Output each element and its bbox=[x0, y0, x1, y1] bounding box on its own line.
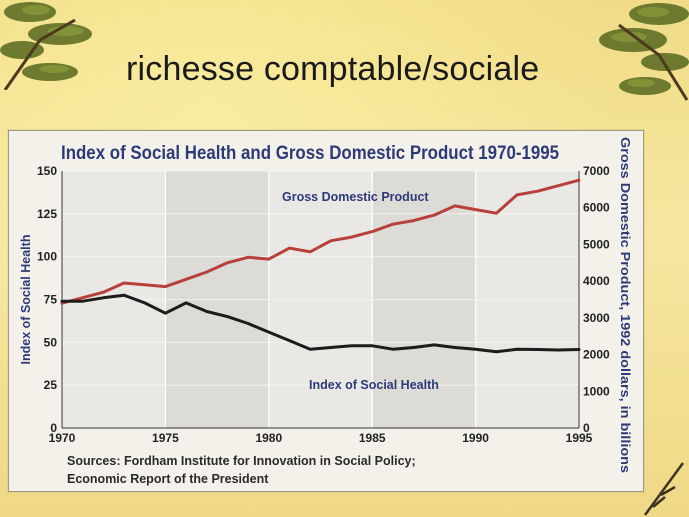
data-point bbox=[308, 250, 312, 253]
data-point bbox=[453, 204, 457, 208]
y-right-tick-label: 1000 bbox=[583, 384, 610, 398]
data-point bbox=[81, 296, 84, 299]
y-left-tick-label: 150 bbox=[37, 164, 57, 178]
data-point bbox=[267, 330, 270, 334]
data-point bbox=[164, 285, 167, 288]
data-point bbox=[350, 235, 353, 239]
data-point bbox=[122, 294, 126, 297]
data-point bbox=[577, 348, 581, 351]
data-point bbox=[577, 178, 581, 182]
x-tick-label: 1970 bbox=[49, 431, 76, 445]
x-tick-label: 1995 bbox=[566, 431, 593, 445]
data-point bbox=[184, 301, 188, 305]
chart-svg: Index of Social Health and Gross Domesti… bbox=[19, 137, 632, 486]
data-point bbox=[495, 350, 498, 353]
data-point bbox=[371, 230, 374, 233]
data-point bbox=[412, 346, 415, 349]
data-point bbox=[433, 343, 436, 347]
series-line-gdp bbox=[60, 178, 581, 305]
y-left-tick-label: 125 bbox=[37, 207, 57, 221]
data-point bbox=[474, 347, 477, 351]
y-right-tick-label: 2000 bbox=[583, 348, 610, 362]
data-point bbox=[143, 283, 146, 287]
data-point bbox=[433, 213, 436, 217]
y-left-tick-label: 100 bbox=[37, 250, 57, 264]
data-point bbox=[391, 223, 395, 226]
data-point bbox=[453, 346, 457, 349]
data-point bbox=[412, 219, 415, 222]
data-point bbox=[557, 184, 560, 187]
data-point bbox=[226, 315, 229, 318]
data-point bbox=[164, 312, 167, 315]
y-right-tick-label: 7000 bbox=[583, 164, 610, 178]
data-point bbox=[246, 256, 250, 259]
data-point bbox=[557, 348, 560, 352]
data-point bbox=[60, 300, 64, 303]
y-axis-right-label: Gross Domestic Product, 1992 dollars, in… bbox=[618, 137, 632, 473]
data-point bbox=[515, 193, 519, 197]
data-point bbox=[246, 322, 250, 325]
x-tick-label: 1975 bbox=[152, 431, 179, 445]
data-point bbox=[329, 346, 333, 349]
data-point bbox=[391, 347, 395, 351]
data-point bbox=[515, 347, 519, 351]
y-right-tick-label: 0 bbox=[583, 421, 590, 435]
slide-title: richesse comptable/sociale bbox=[126, 50, 540, 88]
data-point bbox=[81, 300, 84, 303]
x-tick-label: 1980 bbox=[255, 431, 282, 445]
data-point bbox=[474, 208, 477, 211]
data-point bbox=[329, 239, 333, 242]
data-point bbox=[102, 290, 105, 294]
x-tick-label: 1985 bbox=[359, 431, 386, 445]
data-point bbox=[184, 278, 188, 281]
pine-needles-bottom-icon bbox=[643, 462, 685, 516]
data-point bbox=[288, 246, 291, 250]
data-point bbox=[205, 270, 208, 274]
data-point bbox=[205, 310, 208, 313]
data-point bbox=[495, 212, 498, 215]
annotation-gdp: Gross Domestic Product bbox=[282, 190, 429, 204]
pine-branch-right-icon bbox=[599, 3, 689, 101]
data-point bbox=[371, 344, 374, 347]
pine-branch-left-icon bbox=[0, 2, 92, 90]
y-left-tick-label: 0 bbox=[50, 421, 57, 435]
chart-frame: Index of Social Health and Gross Domesti… bbox=[8, 130, 644, 492]
y-left-tick-label: 25 bbox=[44, 378, 58, 392]
data-point bbox=[143, 301, 146, 305]
data-point bbox=[122, 281, 126, 285]
y-axis-left-label: Index of Social Health bbox=[19, 235, 33, 365]
y-right-tick-label: 4000 bbox=[583, 274, 610, 288]
data-point bbox=[536, 348, 539, 351]
y-right-tick-label: 6000 bbox=[583, 201, 610, 215]
y-right-tick-label: 3000 bbox=[583, 311, 610, 325]
data-point bbox=[226, 261, 229, 264]
data-point bbox=[350, 344, 353, 347]
data-point bbox=[102, 296, 105, 299]
x-tick-label: 1990 bbox=[462, 431, 489, 445]
data-point bbox=[536, 189, 539, 193]
data-point bbox=[308, 347, 312, 351]
y-right-tick-label: 5000 bbox=[583, 237, 610, 251]
source-line-1: Sources: Fordham Institute for Innovatio… bbox=[67, 454, 416, 468]
series-line-social-health bbox=[60, 293, 581, 354]
annotation-social-health: Index of Social Health bbox=[309, 378, 439, 392]
data-point bbox=[267, 257, 270, 261]
y-left-tick-label: 50 bbox=[44, 335, 58, 349]
y-left-tick-label: 75 bbox=[44, 293, 58, 307]
source-line-2: Economic Report of the President bbox=[67, 472, 269, 486]
data-point bbox=[288, 339, 291, 342]
chart-title: Index of Social Health and Gross Domesti… bbox=[61, 143, 559, 164]
